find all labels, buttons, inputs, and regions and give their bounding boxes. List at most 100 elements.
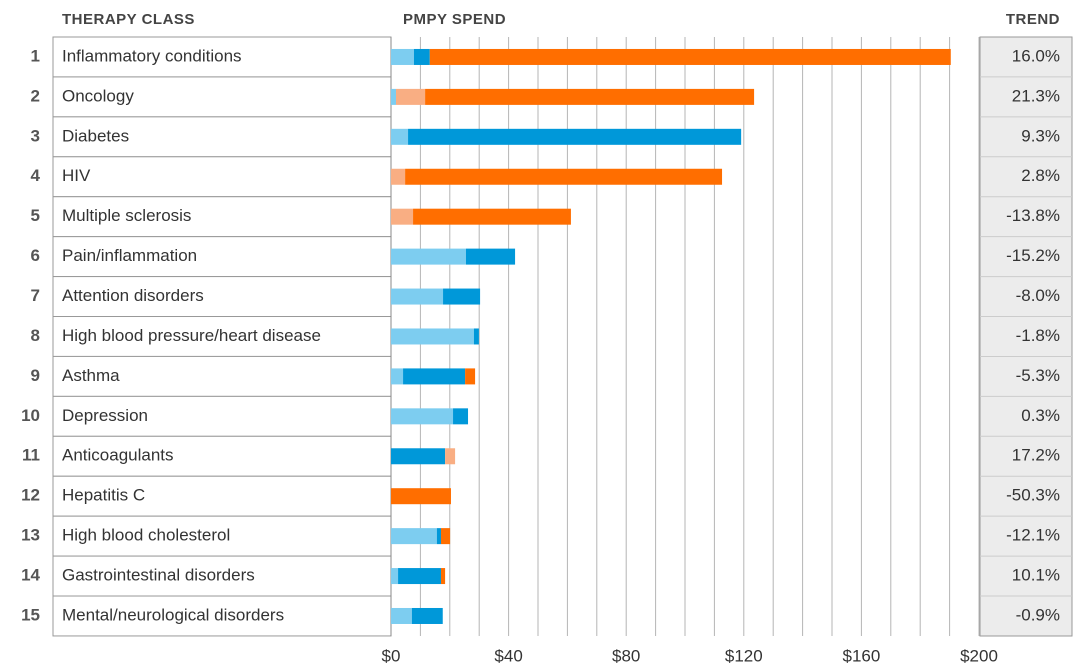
trend-value: 10.1% — [1012, 566, 1060, 585]
rank: 7 — [31, 286, 40, 305]
rank: 14 — [21, 566, 40, 585]
trend-value: -0.9% — [1016, 605, 1060, 624]
category-label: HIV — [62, 166, 91, 185]
bar-segment — [473, 328, 479, 345]
x-tick-label: $200 — [960, 646, 998, 665]
bar-segment — [411, 607, 443, 624]
trend-value: -1.8% — [1016, 326, 1060, 345]
rank: 6 — [31, 246, 40, 265]
bar-segment — [413, 48, 430, 65]
category-label: Inflammatory conditions — [62, 46, 242, 65]
trend-value: 21.3% — [1012, 86, 1060, 105]
bar-segment — [436, 528, 441, 545]
category-label: Hepatitis C — [62, 486, 145, 505]
rank: 3 — [31, 126, 40, 145]
trend-value: 16.0% — [1012, 46, 1060, 65]
column-header: PMPY SPEND — [403, 11, 506, 28]
category-label: Diabetes — [62, 126, 129, 145]
trend-value: -5.3% — [1016, 366, 1060, 385]
rank: 10 — [21, 406, 40, 425]
rank: 11 — [22, 446, 40, 465]
category-label: Oncology — [62, 86, 134, 105]
trend-column — [979, 36, 1073, 637]
bar-segment — [403, 368, 466, 385]
bar-segment — [391, 448, 446, 465]
bar-segment — [391, 48, 414, 65]
category-label: High blood cholesterol — [62, 526, 230, 545]
bar-segment — [443, 288, 481, 305]
trend-value: 2.8% — [1021, 166, 1060, 185]
bar-segment — [413, 208, 571, 225]
bar-segment — [440, 528, 451, 545]
x-tick-label: $40 — [494, 646, 522, 665]
bar-segment — [391, 368, 404, 385]
bar-segment — [391, 607, 412, 624]
rank: 2 — [31, 86, 40, 105]
column-header: TREND — [1006, 11, 1060, 28]
label-cell — [52, 515, 392, 557]
trend-value: 0.3% — [1021, 406, 1060, 425]
bar-segment — [429, 48, 951, 65]
trend-value: -50.3% — [1006, 486, 1060, 505]
trend-value: -15.2% — [1006, 246, 1060, 265]
bar-segment — [425, 88, 755, 105]
rank: 5 — [31, 206, 40, 225]
category-label: Mental/neurological disorders — [62, 605, 284, 624]
x-tick-label: $160 — [842, 646, 880, 665]
bar-segment — [465, 368, 476, 385]
bar-segment — [391, 328, 474, 345]
x-tick-label: $120 — [725, 646, 763, 665]
label-cell — [52, 595, 392, 637]
bar-segment — [453, 408, 469, 425]
bar-segment — [395, 88, 426, 105]
label-cell — [52, 236, 392, 278]
category-label: High blood pressure/heart disease — [62, 326, 321, 345]
column-header: THERAPY CLASS — [62, 11, 195, 28]
label-cell — [52, 475, 392, 517]
category-label: Pain/inflammation — [62, 246, 197, 265]
label-cell — [52, 276, 392, 318]
bar-segment — [391, 208, 414, 225]
bar-segment — [465, 248, 516, 265]
label-cell — [52, 316, 392, 357]
category-label: Gastrointestinal disorders — [62, 566, 255, 585]
trend-value: -13.8% — [1006, 206, 1060, 225]
bar-segment — [445, 448, 456, 465]
bar-segment — [391, 488, 451, 505]
bar-segment — [391, 88, 396, 105]
bar-segment — [391, 288, 444, 305]
category-label: Depression — [62, 406, 148, 425]
bar-segment — [440, 568, 446, 585]
category-label: Multiple sclerosis — [62, 206, 191, 225]
label-cell — [52, 36, 392, 78]
label-cell — [52, 156, 392, 198]
bar-segment — [391, 568, 399, 585]
category-label: Anticoagulants — [62, 446, 174, 465]
rank: 1 — [31, 46, 40, 65]
rank: 15 — [21, 605, 40, 624]
bar-segment — [391, 128, 409, 145]
bar-segment — [398, 568, 441, 585]
rank: 4 — [31, 166, 41, 185]
trend-value: -8.0% — [1016, 286, 1060, 305]
bar-segment — [391, 528, 437, 545]
trend-value: 17.2% — [1012, 446, 1060, 465]
rank: 13 — [21, 526, 40, 545]
trend-value: -12.1% — [1006, 526, 1060, 545]
rank: 9 — [31, 366, 40, 385]
x-tick-label: $80 — [612, 646, 640, 665]
bar-segment — [405, 168, 723, 185]
bar-segment — [391, 248, 466, 265]
category-label: Attention disorders — [62, 286, 204, 305]
label-cell — [52, 435, 392, 477]
trend-value: 9.3% — [1021, 126, 1060, 145]
bar-segment — [408, 128, 742, 145]
label-cell — [52, 76, 392, 118]
rank: 12 — [21, 486, 40, 505]
category-label: Asthma — [62, 366, 120, 385]
x-tick-label: $0 — [382, 646, 401, 665]
bar-segment — [391, 408, 454, 425]
rank: 8 — [31, 326, 40, 345]
bar-segment — [391, 168, 406, 185]
